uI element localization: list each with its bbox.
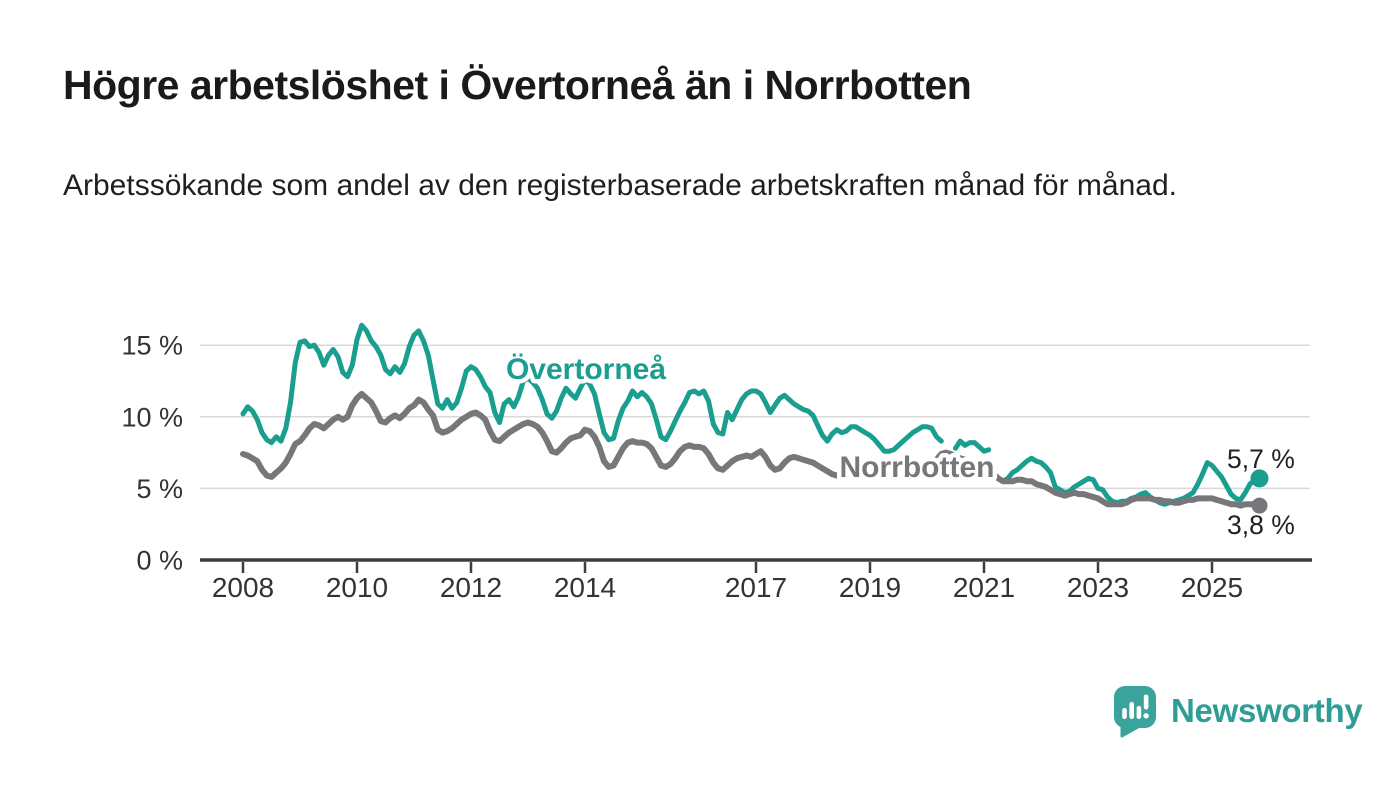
x-axis-label: 2014: [554, 572, 616, 603]
y-axis-label: 10 %: [121, 402, 183, 432]
x-axis-label: 2012: [440, 572, 502, 603]
logo-bar-2: [1129, 702, 1134, 719]
x-axis-label: 2021: [953, 572, 1015, 603]
x-axis-label: 2019: [839, 572, 901, 603]
newsworthy-brand[interactable]: Newsworthy: [1112, 682, 1363, 740]
series-line-norrbotten: [240, 390, 1263, 509]
y-axis-label: 0 %: [136, 546, 183, 576]
x-axis-label: 2017: [725, 572, 787, 603]
logo-bubble: [1114, 686, 1156, 728]
x-axis-label: 2010: [326, 572, 388, 603]
series-label-overtornea: Övertorneå: [506, 353, 666, 386]
newsworthy-logo-icon: [1114, 686, 1156, 738]
y-axis-label: 5 %: [136, 474, 183, 504]
chart-title: Högre arbetslöshet i Övertorneå än i Nor…: [63, 62, 972, 108]
y-axis-label: 15 %: [121, 331, 183, 361]
series-label-norrbotten: Norrbotten: [840, 451, 995, 484]
x-axis-label: 2025: [1181, 572, 1243, 603]
end-dot-overtornea: [1250, 469, 1269, 488]
x-axis-label: 2023: [1067, 572, 1129, 603]
end-dot-norrbotten: [1251, 497, 1268, 514]
end-value-label: 3,8 %: [1227, 510, 1295, 540]
logo-exclamation-bar: [1143, 694, 1149, 710]
chart-subtitle: Arbetssökande som andel av den registerb…: [63, 169, 1177, 202]
logo-bar-3: [1136, 706, 1142, 719]
newsworthy-brand-text: Newsworthy: [1171, 692, 1363, 729]
end-value-label: 5,7 %: [1227, 444, 1295, 474]
x-axis-label: 2008: [212, 572, 274, 603]
logo-bar-1: [1122, 708, 1127, 719]
logo-exclamation-dot: [1143, 713, 1149, 719]
